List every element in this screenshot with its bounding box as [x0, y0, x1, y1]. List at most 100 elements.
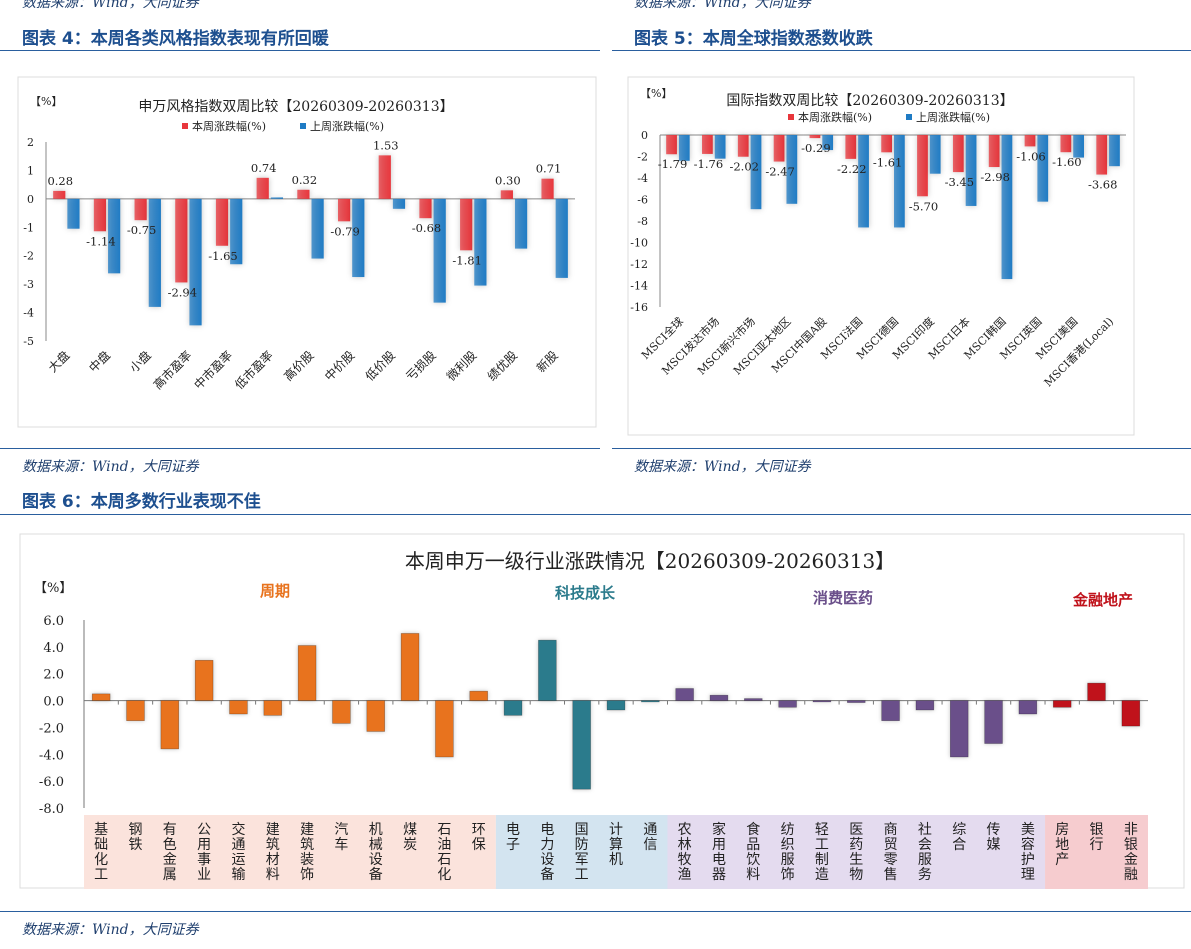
fig6-category-label: 家用电器 — [712, 821, 726, 883]
fig4-category-label: 中价股 — [321, 348, 357, 384]
fig6-bar — [503, 700, 523, 716]
figure4-caption: 图表 4：本周各类风格指数表现有所回暖 — [22, 29, 329, 49]
fig4-ytick-4: -2 — [23, 250, 34, 263]
fig5-ytick-2: -4 — [637, 172, 648, 185]
fig6-bar — [1087, 682, 1106, 701]
fig4-bar-last-week — [514, 198, 528, 249]
fig4-title: 申万风格指数双周比较【20260309-20260313】 — [138, 99, 453, 115]
figure6-caption: 图表 6：本周多数行业表现不佳 — [22, 492, 261, 512]
fig5-bar-this-week — [881, 135, 892, 153]
fig6-bar — [675, 688, 694, 701]
fig6-bar — [1018, 700, 1038, 715]
fig5-frame — [627, 76, 1135, 436]
fig4-category-label: 高市盈率 — [150, 348, 195, 393]
fig5-legend-label-1: 上周涨跌幅(%) — [916, 110, 990, 124]
fig6-category-label: 传媒 — [987, 822, 1001, 853]
fig4-data-label: 0.74 — [251, 161, 277, 175]
fig6-bar — [263, 700, 282, 716]
fig6-category-label: 轻工制造 — [815, 822, 829, 883]
fig5-data-label: -2.47 — [765, 165, 795, 179]
fig4-bar-last-week — [433, 198, 446, 303]
fig4-bar-last-week — [392, 198, 406, 209]
figure6-bottom-rule — [0, 911, 1191, 912]
fig6-bar — [847, 700, 866, 703]
fig6-category-label: 基础化工 — [94, 821, 108, 883]
fig4-category-label: 低价股 — [363, 348, 398, 383]
fig5-bar-last-week — [929, 135, 941, 174]
figure4-chart: 申万风格指数双周比较【20260309-20260313】 【%】本周涨跌幅(%)… — [17, 76, 597, 428]
fig4-bar-this-week — [378, 155, 391, 199]
fig4-ytick-5: -3 — [23, 278, 34, 291]
fig4-data-label: -0.75 — [127, 223, 157, 237]
fig6-category-label: 环保 — [472, 822, 486, 853]
fig6-bar — [297, 645, 317, 701]
fig6-category-label: 国防军工 — [575, 822, 589, 883]
fig4-ytick-1: 1 — [27, 164, 34, 177]
fig4-ytick-7: -5 — [23, 335, 34, 348]
fig4-bar-this-week — [337, 198, 351, 222]
fig5-ytick-1: -2 — [637, 151, 648, 164]
fig6-category-label: 房地产 — [1055, 822, 1069, 868]
fig4-bar-last-week — [108, 198, 121, 274]
fig4-legend-label-1: 上周涨跌幅(%) — [310, 119, 384, 133]
fig4-bar-this-week — [53, 190, 66, 199]
fig6-bar — [435, 700, 454, 758]
fig5-data-label: -2.22 — [837, 162, 867, 176]
figure6-source-note: 数据来源：Wind，大同证券 — [22, 922, 199, 938]
fig6-category-label: 银行 — [1090, 822, 1104, 853]
fig5-legend-label-0: 本周涨跌幅(%) — [798, 110, 872, 124]
fig6-group-label: 周期 — [260, 582, 290, 600]
fig4-bar-last-week — [148, 198, 161, 307]
fig6-category-label: 有色金属 — [163, 822, 177, 883]
fig5-data-label: -3.68 — [1088, 178, 1118, 192]
fig6-bar — [744, 698, 763, 701]
fig5-data-label: -2.98 — [980, 170, 1010, 184]
fig4-bar-this-week — [500, 190, 513, 199]
fig5-bar-last-week — [858, 135, 869, 228]
fig6-category-label: 通信 — [643, 822, 657, 853]
fig6-bar — [160, 700, 180, 750]
fig6-category-label: 电子 — [506, 822, 520, 853]
fig4-bar-last-week — [270, 197, 284, 199]
figure5-caption: 图表 5：本周全球指数悉数收跌 — [634, 29, 873, 49]
fig4-ytick-3: -1 — [23, 221, 34, 234]
fig5-data-label: -5.70 — [909, 199, 939, 213]
fig6-bar — [1121, 700, 1141, 727]
fig4-legend-swatch-0 — [182, 123, 188, 129]
fig6-category-label: 汽车 — [334, 822, 348, 853]
fig4-ytick-0: 2 — [27, 136, 34, 149]
fig5-bar-this-week — [917, 135, 928, 197]
fig5-bar-this-week — [1060, 135, 1072, 153]
fig5-bar-this-week — [988, 135, 1000, 168]
fig6-ytick-0: 6.0 — [43, 614, 64, 629]
fig4-bar-last-week — [555, 198, 568, 278]
fig6-category-label: 综合 — [952, 822, 966, 853]
fig6-group-label: 科技成长 — [555, 584, 616, 602]
fig4-ylabel: 【%】 — [30, 95, 62, 108]
fig5-bar-last-week — [1037, 135, 1049, 202]
fig6-category-label: 商贸零售 — [884, 822, 898, 883]
fig6-bar — [469, 690, 488, 701]
fig5-bar-last-week — [894, 135, 905, 228]
fig5-title: 国际指数双周比较【20260309-20260313】 — [726, 93, 1013, 109]
fig5-bar-this-week — [1024, 135, 1036, 147]
fig6-category-label: 医药生物 — [849, 822, 863, 883]
fig4-category-label: 中盘 — [86, 348, 114, 376]
fig5-ytick-3: -6 — [637, 194, 648, 207]
fig5-bar-last-week — [750, 135, 762, 210]
fig6-group-band — [1045, 815, 1148, 889]
fig5-bar-this-week — [845, 135, 857, 159]
fig5-ytick-5: -10 — [630, 237, 648, 250]
fig4-bar-this-week — [93, 198, 107, 232]
figure4-source-note: 数据来源：Wind，大同证券 — [22, 459, 199, 475]
fig4-ytick-2: 0 — [27, 193, 34, 206]
fig5-ytick-4: -8 — [637, 215, 648, 228]
fig4-bar-this-week — [541, 178, 554, 199]
fig6-bar — [881, 700, 900, 722]
fig4-data-label: 0.71 — [536, 162, 562, 176]
fig6-category-label: 电力设备 — [540, 822, 554, 883]
fig6-group-label: 消费医药 — [813, 589, 873, 607]
fig6-bar — [812, 700, 832, 703]
fig6-group-band — [495, 815, 668, 889]
fig6-category-label: 计算机 — [609, 822, 623, 868]
